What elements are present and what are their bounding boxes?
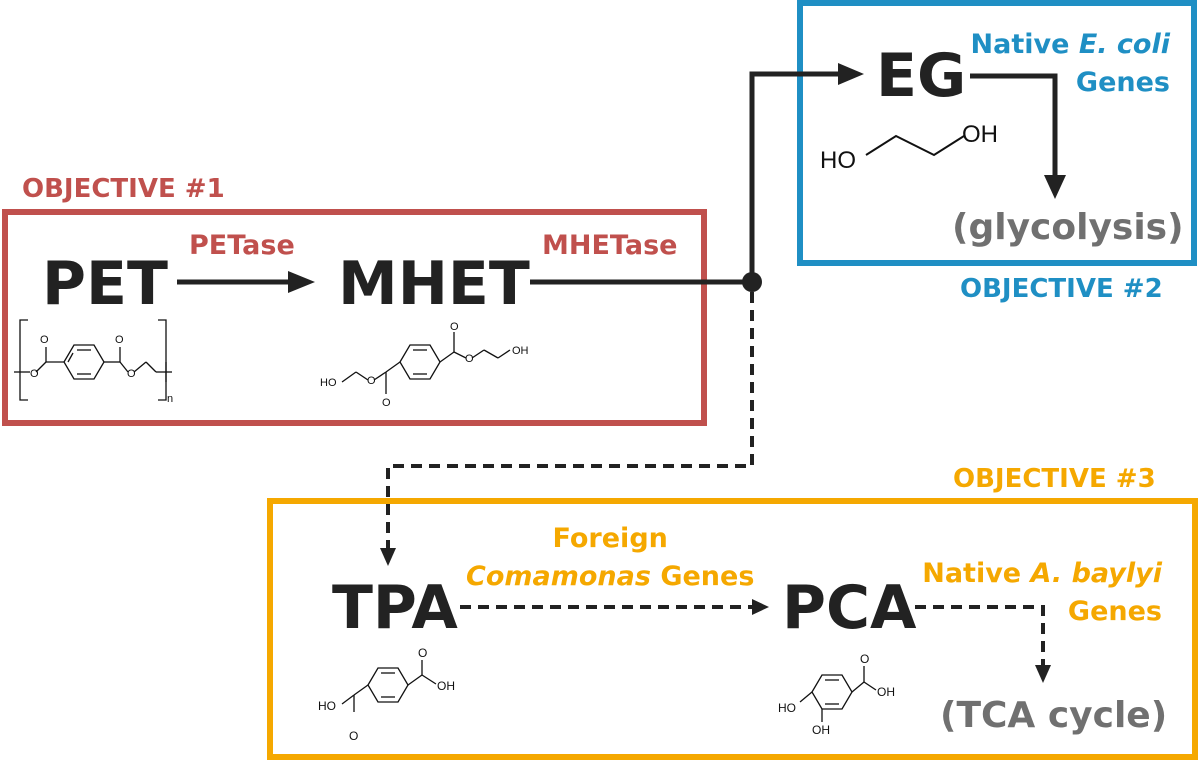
- pet-n-label: n: [167, 393, 173, 405]
- mhet-label: MHET: [338, 249, 530, 319]
- pca-genes-suffix: Genes: [1067, 596, 1162, 627]
- objective-2-box: [797, 0, 1197, 266]
- tpa-oh-label: OH: [437, 679, 455, 693]
- mhet-oh-label: OH: [512, 345, 529, 357]
- arrow-eg-to-glycolysis: [970, 73, 1066, 199]
- pet-o-label: O: [30, 368, 39, 380]
- eg-genes-label: Native E. coli Genes: [971, 26, 1170, 102]
- mhet-o-label: O: [382, 397, 391, 409]
- mhet-o-label: O: [465, 353, 474, 365]
- eg-structure: HO OH: [820, 121, 998, 174]
- mhet-o-label: O: [450, 321, 459, 333]
- arrow-junction-to-tpa: [380, 292, 754, 566]
- objective-1-box: [2, 209, 707, 426]
- tpa-ho-label: HO: [318, 699, 336, 713]
- tpa-structure-labels: O OH HO O: [318, 646, 455, 743]
- tpa-genes-label: Foreign Comamonas Genes: [466, 520, 754, 596]
- tca-cycle-label: (TCA cycle): [940, 695, 1168, 736]
- objective-3-label: OBJECTIVE #3: [953, 464, 1156, 494]
- mhet-ho-label: HO: [320, 377, 337, 389]
- pca-oh-label: OH: [877, 685, 895, 699]
- pca-label: PCA: [782, 573, 917, 643]
- pet-o-label: O: [115, 334, 124, 346]
- tpa-genes-organism: Comamonas: [466, 561, 651, 592]
- pca-genes-label: Native A. baylyi Genes: [922, 555, 1162, 631]
- pet-structure: [14, 319, 172, 401]
- tpa-o-label: O: [349, 729, 358, 743]
- eg-oh-label: OH: [962, 121, 998, 148]
- objective-1-label: OBJECTIVE #1: [22, 174, 225, 204]
- glycolysis-label: (glycolysis): [952, 207, 1184, 248]
- pca-structure: [799, 666, 877, 722]
- pet-o-label: O: [40, 334, 49, 346]
- eg-ho-label: HO: [820, 147, 856, 174]
- eg-genes-suffix: Genes: [1075, 67, 1170, 98]
- eg-genes-organism: E. coli: [1078, 29, 1170, 60]
- eg-label: EG: [876, 41, 967, 111]
- arrow-pca-to-tca: [915, 605, 1051, 683]
- mhet-structure: [341, 332, 511, 394]
- tpa-structure: [341, 660, 437, 712]
- pet-structure-labels: O O O O n: [30, 334, 173, 405]
- pet-label: PET: [42, 249, 168, 319]
- arrow-junction-to-eg: [749, 63, 864, 282]
- tpa-o-label: O: [418, 646, 427, 660]
- pca-o-label: O: [860, 652, 869, 666]
- tpa-label: TPA: [332, 573, 458, 643]
- arrow-pet-to-mhet: [177, 271, 315, 293]
- eg-genes-prefix: Native: [970, 29, 1079, 60]
- objective-2-label: OBJECTIVE #2: [960, 274, 1163, 304]
- mhetase-label: MHETase: [542, 230, 678, 261]
- petase-label: PETase: [189, 230, 295, 261]
- pca-genes-organism: A. baylyi: [1030, 558, 1162, 589]
- arrow-tpa-to-pca: [460, 599, 769, 615]
- pet-o-label: O: [127, 368, 136, 380]
- pca-genes-prefix: Native: [922, 558, 1031, 589]
- pca-oh-label: OH: [812, 723, 830, 737]
- tpa-genes-suffix: Genes: [650, 561, 755, 592]
- pca-ho-label: HO: [778, 701, 796, 715]
- objective-3-box: [267, 498, 1198, 760]
- pca-structure-labels: O OH HO OH: [778, 652, 895, 737]
- tpa-genes-line1: Foreign: [552, 523, 668, 554]
- mhet-o-label: O: [367, 375, 376, 387]
- mhet-structure-labels: HO O O O O OH: [320, 321, 529, 409]
